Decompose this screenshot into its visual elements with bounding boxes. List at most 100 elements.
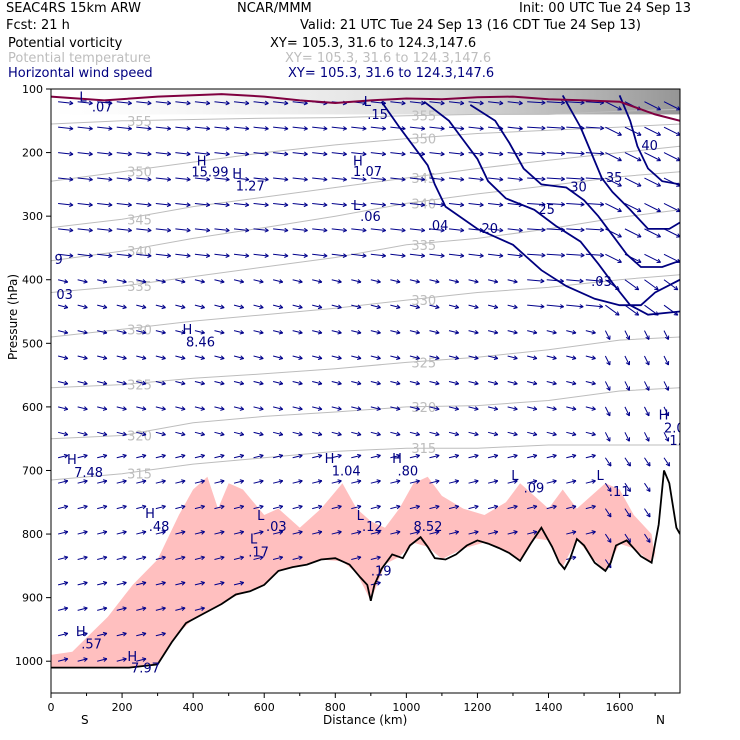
wind-vector <box>331 227 347 233</box>
wind-vector <box>663 228 680 238</box>
wind-vector <box>272 380 284 386</box>
wind-vector <box>468 126 484 131</box>
y-tick-label: 800 <box>22 528 43 541</box>
wind-vector <box>409 355 420 360</box>
wind-vector <box>292 304 303 310</box>
pv-value-label: 1.27 <box>236 180 265 195</box>
wind-vector <box>663 381 670 391</box>
wind-vector <box>233 555 245 561</box>
wind-vector <box>136 657 147 662</box>
wind-vector <box>527 504 538 510</box>
y-tick-label: 200 <box>22 147 43 160</box>
wind-vector <box>566 479 577 484</box>
wind-vector <box>272 355 284 360</box>
wind-vector <box>136 176 152 182</box>
wind-vector <box>57 580 69 586</box>
wind-vector <box>468 453 479 459</box>
wind-vector <box>429 479 440 484</box>
wind-vector <box>409 151 426 157</box>
wind-vector <box>566 406 577 411</box>
wind-vector <box>116 126 132 131</box>
wind-vector <box>155 126 172 131</box>
wind-vector <box>57 606 69 612</box>
wind-vector <box>604 355 611 366</box>
wind-vector <box>155 380 166 386</box>
wind-vector <box>214 100 230 106</box>
wind-vector <box>194 202 211 208</box>
wind-vector <box>155 279 166 284</box>
wind-vector <box>272 279 284 284</box>
wind-vector <box>97 100 113 106</box>
wind-vector <box>194 279 205 284</box>
wind-vector <box>233 227 250 233</box>
wind-vector <box>97 380 108 386</box>
wind-vector <box>448 453 460 459</box>
wind-vector <box>194 453 205 459</box>
wind-vector <box>624 381 631 391</box>
terrain-line <box>51 470 680 669</box>
wind-vector <box>390 355 401 360</box>
wind-vector <box>468 380 479 386</box>
wind-vector <box>233 479 245 484</box>
wind-vector <box>136 406 147 411</box>
field-name-theta: Potential temperature <box>8 51 151 66</box>
wind-vector <box>77 406 88 411</box>
low-marker: L <box>353 199 361 214</box>
wind-vector <box>194 176 211 182</box>
wind-vector <box>233 253 250 258</box>
wind-vector <box>194 355 205 360</box>
wind-vector <box>253 479 264 484</box>
x-axis-title: Distance (km) <box>323 713 408 727</box>
wind-vector <box>272 504 284 510</box>
wind-vector <box>273 253 289 258</box>
wind-speed-contour-25 <box>423 100 680 316</box>
wind-vector <box>370 329 381 335</box>
wind-vector <box>351 504 362 510</box>
pv-value-label: 15.99 <box>191 166 228 181</box>
wind-vector <box>233 380 245 386</box>
pv-value-label: .11 <box>609 485 630 500</box>
wind-vector <box>644 177 661 187</box>
wind-speed-label-30: 30 <box>570 181 587 196</box>
wind-vector <box>175 304 186 310</box>
wind-vector <box>77 355 88 360</box>
field-name-wind: Horizontal wind speed <box>8 66 153 81</box>
wind-vector <box>194 151 211 157</box>
wind-vector <box>214 253 230 258</box>
wind-vector <box>370 431 381 437</box>
wind-vector <box>253 453 264 459</box>
wind-vector <box>77 504 88 510</box>
wind-vector <box>604 432 611 442</box>
wind-vector <box>663 406 670 417</box>
wind-vector <box>97 279 108 284</box>
wind-vector <box>116 355 127 360</box>
wind-vector <box>546 202 565 207</box>
pv-value-label: .06 <box>360 210 381 225</box>
high-marker: H <box>659 409 669 424</box>
wind-vector <box>175 580 186 586</box>
wind-vector <box>292 380 303 386</box>
wind-vector <box>390 431 401 437</box>
wind-vector <box>585 479 596 484</box>
wind-vector <box>370 530 381 535</box>
wind-vector <box>624 228 642 238</box>
wind-vector <box>175 555 186 561</box>
wind-vector <box>116 100 132 106</box>
wind-vector <box>644 126 661 136</box>
wind-vector <box>175 479 186 484</box>
wind-vector <box>116 606 127 612</box>
wind-vector <box>194 406 205 411</box>
y-tick-label: 700 <box>22 464 43 477</box>
wind-vector <box>312 176 328 182</box>
wind-vector <box>155 151 172 157</box>
wind-vector <box>155 555 166 561</box>
wind-vector <box>77 555 88 561</box>
wind-vector <box>97 657 108 662</box>
wind-vector <box>390 253 406 258</box>
wind-vector <box>487 406 499 411</box>
wind-vector <box>116 431 127 437</box>
wind-speed-label-40: 40 <box>641 139 658 154</box>
wind-vector <box>155 329 166 335</box>
theta-contour-340 <box>51 171 680 262</box>
wind-vector <box>370 453 381 459</box>
